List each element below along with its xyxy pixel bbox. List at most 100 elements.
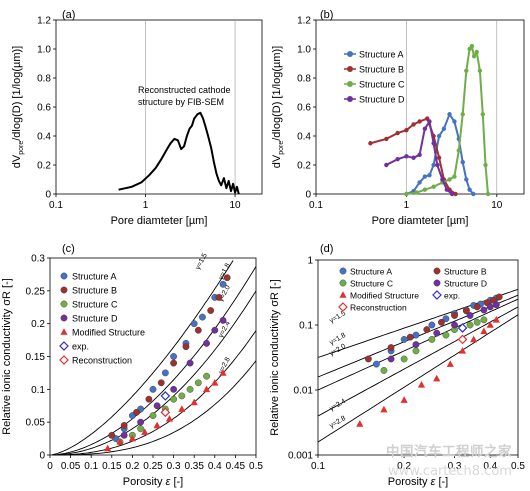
data-point (458, 347, 467, 354)
data-point (186, 359, 194, 367)
data-point (364, 355, 372, 363)
panel-label: (b) (320, 9, 333, 21)
data-point (433, 279, 441, 287)
plot-frame (55, 19, 263, 195)
data-point (466, 312, 474, 319)
data-point (170, 359, 178, 367)
y-tick-label: 1.2 (37, 16, 51, 27)
series-exp- (457, 323, 468, 333)
data-point (441, 126, 447, 131)
series-reconstruction (160, 407, 171, 418)
data-point (219, 369, 227, 376)
model-curves: γ=1.5γ=1.8γ=2.0γ=2.4γ=2.8 (317, 288, 519, 443)
data-point (60, 314, 68, 322)
data-point (469, 43, 475, 49)
data-point (411, 122, 416, 127)
y-tick-label: 0.6 (37, 103, 51, 114)
data-point (462, 307, 470, 315)
y-tick-label: 0.2 (31, 319, 45, 330)
panel-0: (a) 0.1 1 10 0 0.2 0.4 0.6 0.8 1.0 1.2 Pore diamtet… (11, 9, 263, 227)
data-point (470, 335, 478, 343)
data-point (436, 155, 442, 160)
legend-label: Reconstruction (72, 356, 132, 366)
y-tick-label: 1.0 (37, 45, 51, 56)
legend-marker (347, 96, 353, 102)
data-point (60, 300, 68, 308)
y-tick-label: 0.6 (297, 103, 311, 114)
data-point (447, 177, 452, 182)
panel-2: (c)0 0.05 0.1 0.15 0.2 0.25 0.3 0.35 0.4 0.45 0.50… (1, 243, 263, 488)
legend-label: Structure A (359, 50, 404, 60)
data-point (384, 136, 389, 142)
data-point (400, 396, 408, 403)
data-point (404, 191, 409, 197)
model-curve (317, 314, 519, 443)
legend: Structure A Structure B Structure C Structu… (344, 50, 405, 105)
data-point (492, 316, 500, 323)
data-point (486, 303, 494, 311)
data-point (153, 421, 161, 429)
data-point (59, 341, 69, 351)
data-point (423, 326, 431, 333)
x-tick-label: 0.2 (125, 461, 139, 472)
data-point (444, 187, 450, 192)
data-point (380, 367, 388, 374)
y-axis-label: dVpore/dlog(D) [1/log(µm)] (271, 46, 285, 168)
legend-label: Structure B (444, 267, 487, 277)
data-point (453, 191, 458, 197)
data-point (412, 341, 420, 348)
y-tick-label: 0.2 (37, 161, 51, 172)
legend-label: Structure D (444, 279, 487, 289)
x-tick-label: 0.5 (249, 461, 263, 472)
series-modified-structure (104, 369, 227, 452)
data-point (406, 333, 414, 341)
y-tick-label: 0.001 (288, 451, 313, 462)
data-point (473, 318, 481, 326)
legend-marker (347, 66, 353, 72)
data-point (442, 315, 450, 323)
x-tick-label: 10 (229, 200, 241, 211)
data-point (464, 177, 469, 182)
data-point (492, 301, 500, 309)
x-tick-label: 0.05 (61, 461, 81, 472)
legend-label: Modified Structure (350, 291, 419, 301)
data-point (433, 329, 441, 337)
x-tick-label: 0.1 (84, 461, 98, 472)
data-point (440, 177, 445, 182)
data-point (160, 407, 171, 418)
y-tick-label: 0.15 (26, 352, 46, 363)
legend-label: Structure A (72, 272, 117, 282)
data-point (219, 280, 227, 288)
y-tick-label: 0.8 (37, 74, 51, 85)
data-point (446, 360, 454, 367)
x-axis-label: Pore diamteter [µm] (372, 215, 469, 227)
data-point (417, 119, 422, 124)
y-tick-label: 1 (307, 256, 313, 267)
y-tick-label: 0.8 (297, 74, 311, 85)
x-tick-label: 0.15 (102, 461, 122, 472)
x-tick-label: 0.5 (511, 461, 525, 472)
data-point (137, 418, 145, 426)
data-point (368, 141, 373, 146)
panel-label: (a) (62, 9, 75, 21)
data-point (170, 353, 178, 360)
data-point (427, 119, 432, 124)
data-point (387, 355, 395, 363)
x-tick-label: 0 (47, 461, 53, 472)
data-point (395, 157, 400, 162)
panel-1: (b) 0.1 1 10 0 0.2 0.4 0.6 0.8 1.0 1.2 Pore diamtet… (271, 9, 525, 227)
data-point (60, 328, 68, 335)
data-point (400, 336, 408, 343)
x-axis-label: Porosity ε [-] (123, 476, 183, 488)
data-point (133, 408, 140, 416)
data-point (417, 381, 426, 388)
data-point (460, 112, 465, 117)
data-point (120, 431, 128, 439)
data-point (427, 172, 432, 178)
data-point (161, 369, 169, 377)
series-structure-c (404, 43, 491, 197)
series-structure-d (120, 316, 227, 439)
data-point (480, 112, 485, 117)
y-tick-label: 0.25 (26, 286, 46, 297)
